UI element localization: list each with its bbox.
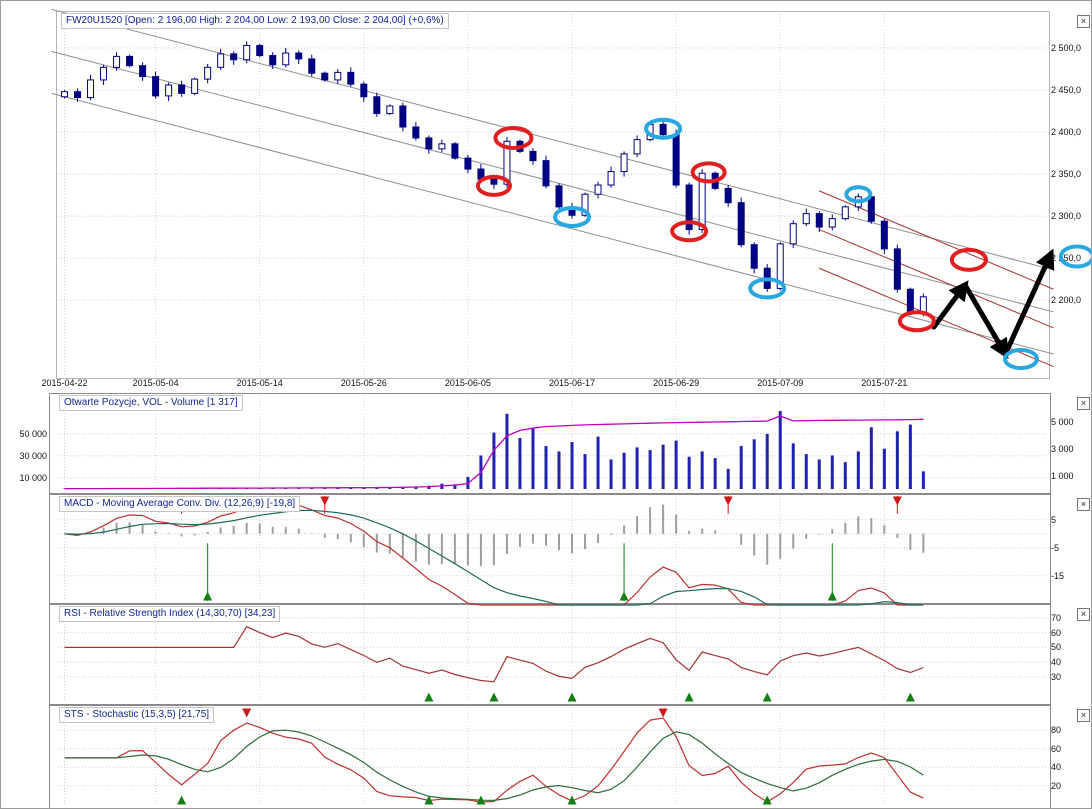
sts-axis-label: 40 xyxy=(1051,762,1062,773)
sts-axis-label: 20 xyxy=(1051,780,1062,791)
volume-left-axis-label: 10 000 xyxy=(19,472,47,483)
close-volume-panel-icon[interactable]: × xyxy=(1077,397,1090,410)
rsi-axis-label: 70 xyxy=(1051,612,1062,623)
volume-left-axis-label: 30 000 xyxy=(19,450,47,461)
rsi-axis-label: 60 xyxy=(1051,627,1062,638)
macd-axis-label: -5 xyxy=(1051,542,1060,553)
volume-panel-title: Otwarte Pozycje, VOL - Volume [1 317] xyxy=(59,395,243,411)
price-panel xyxy=(56,11,1050,379)
price-axis-label: 2 250,0 xyxy=(1051,253,1082,264)
annotation-ellipses xyxy=(475,117,1091,371)
macd-chart-canvas xyxy=(58,496,1047,606)
macd-histogram xyxy=(76,504,925,567)
date-tick-label: 2015-04-22 xyxy=(41,378,88,388)
date-tick-label: 2015-06-17 xyxy=(548,378,596,388)
sts-axis-label: 60 xyxy=(1051,743,1062,754)
macd-axis-label: -15 xyxy=(1051,570,1065,581)
price-axis-label: 2 200,0 xyxy=(1051,295,1082,306)
macd-panel xyxy=(49,494,1051,604)
forecast-arrows xyxy=(931,248,1055,360)
volume-panel xyxy=(49,393,1051,494)
price-panel-title: FW20U1520 [Open: 2 196,00 High: 2 204,00… xyxy=(61,13,449,29)
rsi-chart-canvas xyxy=(58,606,1047,702)
close-rsi-panel-icon[interactable]: × xyxy=(1077,608,1090,621)
price-axis-label: 2 450,0 xyxy=(1051,85,1082,96)
date-tick-label: 2015-05-26 xyxy=(340,378,387,388)
volume-right-axis-label: 3 000 xyxy=(1051,443,1074,454)
rsi-signal-markers xyxy=(424,692,915,702)
date-tick-label: 2015-06-05 xyxy=(444,378,491,388)
volume-right-axis-label: 5 000 xyxy=(1051,416,1074,427)
rsi-axis-label: 40 xyxy=(1051,657,1062,668)
rsi-axis-label: 30 xyxy=(1051,671,1062,682)
date-tick-label: 2015-05-04 xyxy=(132,378,179,388)
price-axis-label: 2 300,0 xyxy=(1051,211,1082,222)
volume-chart-canvas xyxy=(58,395,1047,490)
sts-panel-title: STS - Stochastic (15,3,5) [21,75] xyxy=(59,707,215,723)
close-sts-panel-icon[interactable]: × xyxy=(1077,709,1090,722)
price-axis-label: 2 400,0 xyxy=(1051,127,1082,138)
sts-panel xyxy=(49,705,1051,808)
price-chart-canvas xyxy=(51,8,1091,375)
date-tick-label: 2015-07-21 xyxy=(861,378,908,388)
price-axis-label: 2 500,0 xyxy=(1051,42,1082,53)
close-price-panel-icon[interactable]: × xyxy=(1077,15,1090,28)
close-macd-panel-icon[interactable]: × xyxy=(1077,498,1090,511)
date-tick-label: 2015-07-09 xyxy=(757,378,804,388)
volume-left-axis-label: 50 000 xyxy=(19,428,47,439)
sts-axis-label: 80 xyxy=(1051,725,1062,736)
rsi-panel-title: RSI - Relative Strength Index (14,30,70)… xyxy=(59,606,281,622)
price-axis-label: 2 350,0 xyxy=(1051,169,1082,180)
volume-bars xyxy=(63,411,925,489)
sts-chart-canvas xyxy=(58,707,1047,806)
macd-signal-markers xyxy=(177,496,902,601)
volume-right-axis-label: 1 000 xyxy=(1051,470,1074,481)
date-tick-label: 2015-05-14 xyxy=(236,378,283,388)
macd-axis-label: 5 xyxy=(1051,514,1057,525)
date-tick-label: 2015-06-29 xyxy=(653,378,700,388)
sts-signal-markers xyxy=(177,708,772,805)
macd-panel-title: MACD - Moving Average Conv. Div. (12,26,… xyxy=(59,496,301,512)
rsi-axis-label: 50 xyxy=(1051,642,1062,653)
